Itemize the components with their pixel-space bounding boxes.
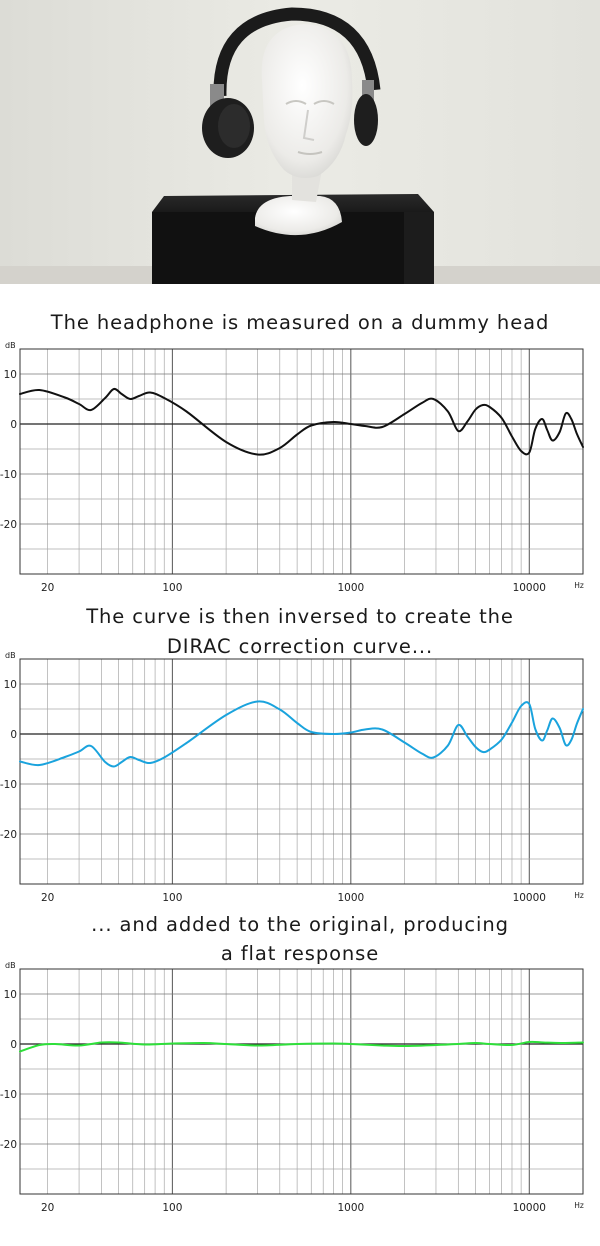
grid	[20, 659, 583, 884]
x-tick-label: 20	[41, 892, 54, 904]
y-tick-label: -20	[0, 519, 17, 531]
x-tick-label: 10000	[513, 582, 546, 594]
x-tick-label: 10000	[513, 1202, 546, 1214]
y-tick-label: 10	[4, 679, 17, 691]
y-axis-label: dB	[5, 961, 16, 970]
y-tick-label: 0	[10, 1039, 17, 1051]
x-unit-label: Hz	[574, 581, 584, 590]
y-tick-label: -10	[0, 469, 17, 481]
series-line	[19, 700, 584, 768]
y-tick-label: -10	[0, 779, 17, 791]
x-tick-label: 1000	[337, 1202, 364, 1214]
grid	[20, 349, 583, 574]
x-tick-label: 10000	[513, 892, 546, 904]
headphone-photo	[0, 0, 600, 284]
plot-frame	[19, 348, 584, 575]
x-unit-label: Hz	[574, 891, 584, 900]
y-tick-label: -10	[0, 1089, 17, 1101]
x-unit-label: Hz	[574, 1201, 584, 1210]
plot-frame	[19, 658, 584, 885]
caption-measured: The headphone is measured on a dummy hea…	[50, 311, 550, 334]
x-tick-label: 1000	[337, 582, 364, 594]
x-tick-label: 100	[162, 892, 182, 904]
y-tick-label: -20	[0, 829, 17, 841]
series-line	[19, 387, 584, 456]
caption-inverse-line2: DIRAC correction curve...	[166, 635, 434, 658]
y-tick-label: 0	[10, 419, 17, 431]
y-tick-label: -20	[0, 1139, 17, 1151]
plot-frame	[19, 968, 584, 1195]
x-tick-label: 100	[162, 582, 182, 594]
series-line	[19, 1040, 584, 1053]
caption-flat-line2: a flat response	[220, 942, 380, 965]
x-tick-label: 20	[41, 582, 54, 594]
y-axis-label: dB	[5, 341, 16, 350]
caption-inverse-line1: The curve is then inversed to create the	[86, 605, 514, 628]
y-tick-label: 10	[4, 369, 17, 381]
x-tick-label: 20	[41, 1202, 54, 1214]
x-tick-label: 1000	[337, 892, 364, 904]
y-tick-label: 10	[4, 989, 17, 1001]
y-axis-label: dB	[5, 651, 16, 660]
y-tick-label: 0	[10, 729, 17, 741]
caption-flat-line1: ... and added to the original, producing	[91, 913, 509, 936]
grid	[20, 969, 583, 1194]
x-tick-label: 100	[162, 1202, 182, 1214]
